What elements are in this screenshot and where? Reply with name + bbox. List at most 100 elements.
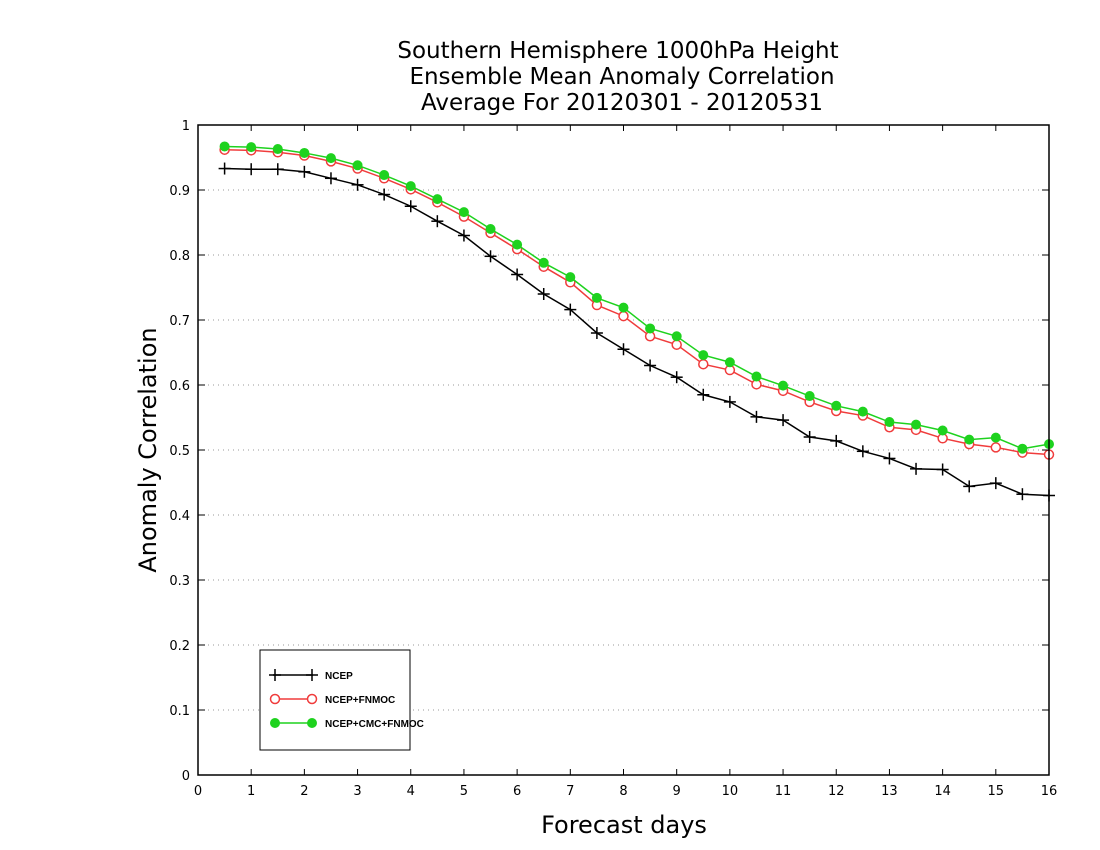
data-point-2	[751, 371, 762, 382]
x-tick-label: 1	[247, 784, 255, 799]
legend-marker	[306, 693, 318, 705]
series-0	[218, 162, 1055, 502]
y-tick-label: 0.3	[169, 574, 190, 589]
y-tick-label: 0.7	[169, 314, 190, 329]
data-point-2	[591, 292, 602, 303]
data-point-2	[352, 160, 363, 171]
data-point-0	[617, 343, 630, 356]
data-point-0	[830, 434, 843, 447]
data-point-2	[246, 142, 257, 153]
y-tick-label: 1	[182, 119, 190, 134]
x-tick-label: 13	[881, 784, 898, 799]
y-tick-label: 0.6	[169, 379, 190, 394]
x-tick-label: 14	[934, 784, 951, 799]
data-point-2	[724, 357, 735, 368]
chart-title-line-1: Southern Hemisphere 1000hPa Height	[397, 38, 838, 64]
data-point-0	[883, 452, 896, 465]
y-tick-label: 0.1	[169, 704, 190, 719]
data-point-2	[884, 417, 895, 428]
y-tick-label: 0	[182, 769, 190, 784]
data-point-0	[963, 480, 976, 493]
data-point-2	[911, 419, 922, 430]
data-point-1	[698, 358, 709, 370]
data-point-2	[857, 406, 868, 417]
data-point-0	[431, 215, 444, 228]
series-2	[219, 141, 1054, 454]
x-tick-label: 2	[300, 784, 308, 799]
x-tick-label: 5	[460, 784, 468, 799]
data-point-2	[485, 224, 496, 234]
data-point-2	[538, 257, 549, 268]
data-point-2	[831, 400, 842, 411]
data-point-0	[723, 395, 736, 408]
data-point-0	[484, 250, 497, 263]
data-point-0	[564, 303, 577, 316]
series-line-1	[224, 148, 1050, 456]
x-tick-label: 7	[566, 784, 574, 799]
series-1	[219, 144, 1055, 460]
y-axis-label: Anomaly Correlation	[134, 327, 162, 572]
data-point-0	[910, 462, 923, 475]
data-point-2	[512, 239, 523, 250]
legend-marker	[270, 718, 280, 728]
data-point-0	[218, 162, 231, 175]
data-point-0	[457, 229, 470, 242]
data-point-0	[777, 414, 790, 427]
x-tick-label: 4	[407, 784, 415, 799]
legend-label: NCEP+FNMOC	[325, 695, 395, 706]
data-point-0	[590, 327, 603, 339]
x-tick-label: 9	[673, 784, 681, 799]
data-point-2	[219, 141, 230, 152]
data-point-2	[379, 170, 390, 181]
legend: NCEP NCEP+FNMOC NCEP+CMC+FNMOC	[259, 649, 424, 751]
data-point-2	[565, 272, 576, 283]
data-point-1	[990, 442, 1002, 453]
data-point-0	[803, 431, 816, 443]
data-point-2	[804, 391, 815, 402]
data-point-0	[245, 163, 258, 176]
data-point-2	[299, 147, 310, 158]
data-point-2	[937, 425, 948, 436]
y-tick-label: 0.5	[169, 444, 190, 459]
data-point-2	[618, 302, 629, 313]
x-tick-label: 12	[828, 784, 845, 799]
data-point-0	[537, 288, 550, 300]
data-point-0	[351, 178, 364, 191]
x-tick-label: 3	[353, 784, 361, 799]
legend-entry-0: NCEP	[269, 669, 353, 682]
data-point-2	[778, 380, 789, 391]
data-point-0	[856, 445, 869, 458]
data-point-0	[404, 200, 417, 213]
legend-entry-1: NCEP+FNMOC	[269, 693, 395, 706]
x-tick-label: 11	[775, 784, 792, 799]
series-line-2	[224, 145, 1050, 450]
data-point-2	[405, 181, 416, 192]
data-point-0	[324, 172, 337, 185]
y-tick-label: 0.4	[169, 509, 190, 524]
data-point-2	[432, 194, 443, 205]
legend-marker	[269, 669, 281, 681]
data-point-0	[271, 163, 284, 176]
data-point-1	[671, 339, 682, 350]
legend-marker	[306, 669, 318, 681]
series-line-0	[224, 167, 1050, 497]
data-point-0	[1016, 488, 1029, 501]
data-point-2	[964, 434, 975, 445]
series-layer	[218, 141, 1055, 502]
data-point-0	[644, 359, 657, 372]
legend-entry-2: NCEP+CMC+FNMOC	[270, 718, 424, 730]
legend-label: NCEP+CMC+FNMOC	[325, 719, 424, 730]
data-point-2	[645, 323, 656, 334]
data-point-0	[511, 268, 524, 281]
chart-title-line-3: Average For 20120301 - 20120531	[421, 90, 823, 116]
data-point-2	[1017, 443, 1028, 454]
x-tick-label: 6	[513, 784, 521, 799]
x-tick-label: 8	[619, 784, 627, 799]
data-point-1	[618, 310, 629, 322]
x-tick-label: 16	[1041, 784, 1058, 799]
axis-ticks: 00.10.20.30.40.50.60.70.80.910 1 2 3 4 5 6 7 8 9 1…	[169, 119, 1057, 799]
y-tick-label: 0.9	[169, 184, 190, 199]
chart-title-line-2: Ensemble Mean Anomaly Correlation	[409, 64, 834, 90]
legend-marker	[269, 693, 281, 705]
